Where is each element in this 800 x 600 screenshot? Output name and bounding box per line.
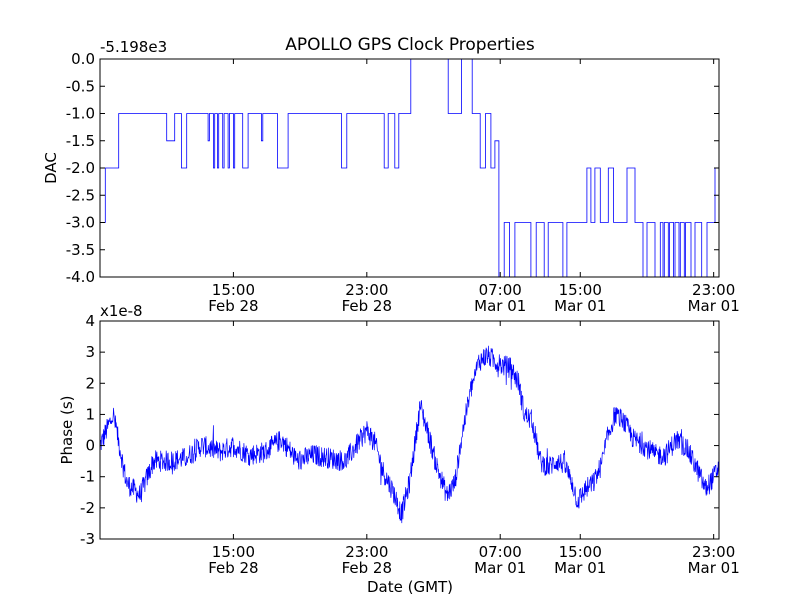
dac-x-tick-date: Mar 01 bbox=[554, 297, 606, 315]
dac-y-tick-label: -2.5 bbox=[66, 186, 95, 204]
dac-x-tick-date: Mar 01 bbox=[474, 297, 526, 315]
dac-y-axis-label: DAC bbox=[42, 152, 60, 184]
phase-series bbox=[100, 345, 719, 524]
phase-x-tick-time: 15:00 bbox=[559, 543, 602, 561]
dac-x-tick-time: 23:00 bbox=[692, 281, 735, 299]
dac-y-tick-label: -1.0 bbox=[66, 105, 95, 123]
dac-y-tick-label: -1.5 bbox=[66, 132, 95, 150]
phase-y-tick-label: 3 bbox=[85, 343, 95, 361]
dac-x-tick-time: 15:00 bbox=[559, 281, 602, 299]
dac-y-tick-label: 0.0 bbox=[71, 50, 95, 68]
dac-x-tick-date: Mar 01 bbox=[688, 297, 740, 315]
phase-x-tick-time: 07:00 bbox=[479, 543, 522, 561]
phase-x-tick-time: 15:00 bbox=[212, 543, 255, 561]
dac-y-tick-label: -2.0 bbox=[66, 159, 95, 177]
dac-x-tick-time: 15:00 bbox=[212, 281, 255, 299]
dac-y-tick-label: -3.0 bbox=[66, 214, 95, 232]
phase-x-tick-date: Feb 28 bbox=[208, 559, 258, 577]
phase-x-tick-date: Mar 01 bbox=[474, 559, 526, 577]
phase-panel: x1e-8 Phase (s) Date (GMT) 4 3 2 1 0 -1 -2 -3 1… bbox=[58, 302, 740, 596]
phase-y-axis-label: Phase (s) bbox=[58, 395, 76, 464]
phase-y-tick-label: 1 bbox=[85, 405, 95, 423]
dac-panel: -5.198e3 DAC 0.0 -0.5 -1.0 -1.5 -2.0 -2.5 -3.0… bbox=[42, 38, 740, 315]
phase-y-tick-label: -2 bbox=[80, 499, 95, 517]
phase-y-tick-label: -1 bbox=[80, 468, 95, 486]
phase-x-tick-time: 23:00 bbox=[345, 543, 388, 561]
phase-y-tick-label: 4 bbox=[85, 312, 95, 330]
phase-x-tick-date: Mar 01 bbox=[554, 559, 606, 577]
phase-plot-frame bbox=[99, 320, 720, 540]
phase-x-tick-date: Mar 01 bbox=[688, 559, 740, 577]
phase-offset-label: x1e-8 bbox=[100, 302, 143, 320]
dac-y-tick-label: -3.5 bbox=[66, 241, 95, 259]
phase-y-tick-label: -3 bbox=[80, 530, 95, 548]
phase-y-tick-label: 2 bbox=[85, 374, 95, 392]
dac-series bbox=[100, 59, 719, 277]
phase-x-tick-time: 23:00 bbox=[692, 543, 735, 561]
phase-x-tick-date: Feb 28 bbox=[342, 559, 392, 577]
dac-series-line bbox=[100, 59, 719, 277]
phase-x-axis-label: Date (GMT) bbox=[367, 578, 453, 596]
dac-x-tick-time: 07:00 bbox=[479, 281, 522, 299]
chart-title: APOLLO GPS Clock Properties bbox=[285, 35, 535, 55]
dac-x-tick-date: Feb 28 bbox=[342, 297, 392, 315]
dac-y-ticks: 0.0 -0.5 -1.0 -1.5 -2.0 -2.5 -3.0 -3.5 -4.0 bbox=[66, 50, 719, 286]
phase-y-tick-label: 0 bbox=[85, 437, 95, 455]
dac-x-tick-date: Feb 28 bbox=[208, 297, 258, 315]
dac-y-tick-label: -4.0 bbox=[66, 268, 95, 286]
dac-y-tick-label: -0.5 bbox=[66, 77, 95, 95]
dac-x-tick-time: 23:00 bbox=[345, 281, 388, 299]
dac-offset-label: -5.198e3 bbox=[100, 38, 167, 56]
phase-y-ticks: 4 3 2 1 0 -1 -2 -3 bbox=[80, 312, 719, 548]
phase-series-line bbox=[100, 345, 719, 524]
